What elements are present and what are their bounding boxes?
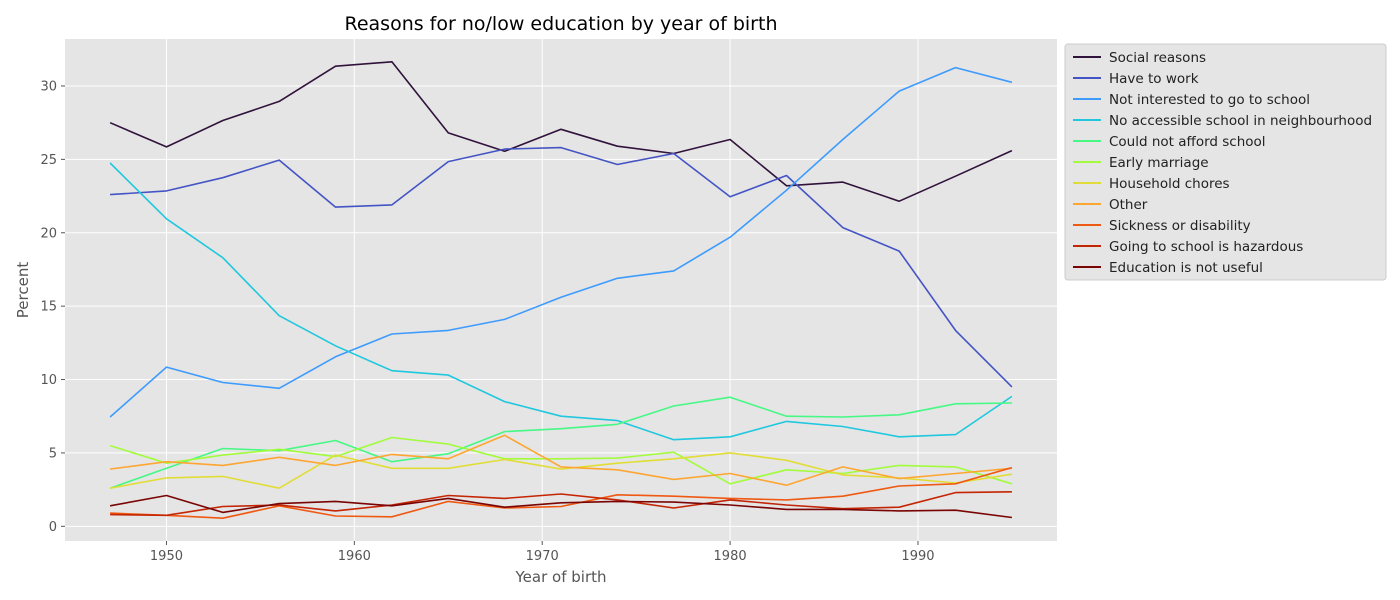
legend-label: Sickness or disability: [1109, 218, 1251, 234]
y-tick-label: 15: [40, 300, 57, 315]
chart-title: Reasons for no/low education by year of …: [345, 13, 778, 35]
legend-label: Have to work: [1109, 71, 1199, 87]
legend-label: Household chores: [1109, 176, 1230, 192]
legend-label: Not interested to go to school: [1109, 92, 1310, 108]
series-line-social-reasons: [109, 61, 1013, 202]
legend-label: Going to school is hazardous: [1109, 239, 1303, 255]
y-axis-label: Percent: [14, 262, 32, 319]
series-line-not-interested-to-go-to-school: [109, 66, 1013, 418]
y-tick-label: 25: [40, 153, 57, 168]
y-tick-label: 5: [49, 446, 57, 461]
series-line-have-to-work: [110, 146, 1013, 388]
legend: Social reasons Have to work Not interested…: [1064, 43, 1387, 281]
legend-label: Social reasons: [1109, 50, 1206, 66]
legend-label: Could not afford school: [1109, 134, 1266, 150]
series-line-sickness-or-disability: [110, 466, 1013, 519]
series-lines: [109, 61, 1013, 519]
legend-label: No accessible school in neighbourhood: [1109, 113, 1372, 129]
x-tick-label: 1970: [526, 549, 559, 564]
x-tick-label: 1990: [901, 549, 934, 564]
series-line-education-is-not-useful: [109, 494, 1013, 519]
legend-label: Education is not useful: [1109, 260, 1263, 276]
y-tick-label: 30: [40, 79, 57, 94]
series-line-going-to-school-is-hazardous: [110, 491, 1012, 517]
legend-label: Other: [1109, 197, 1148, 213]
series-line-could-not-afford-school: [109, 396, 1012, 489]
series-line-other: [109, 434, 1012, 486]
y-tick-label: 10: [40, 373, 57, 388]
legend-box: [1064, 43, 1387, 281]
plot-background: [65, 39, 1057, 541]
grid: [65, 39, 1057, 541]
series-line-no-accessible-school-in-neighbourhood: [109, 162, 1013, 441]
y-tick-label: 20: [40, 226, 57, 241]
legend-label: Early marriage: [1109, 155, 1209, 171]
x-tick-label: 1980: [714, 549, 747, 564]
x-tick-labels: 1950 1960 1970 1980 1990: [150, 541, 935, 564]
y-tick-label: 0: [49, 520, 57, 535]
x-tick-label: 1950: [150, 549, 183, 564]
series-line-household-chores: [109, 452, 1013, 489]
x-axis-label: Year of birth: [515, 568, 607, 586]
x-tick-label: 1960: [338, 549, 371, 564]
y-tick-labels: 0 5 10 15 20 25 30: [40, 79, 65, 535]
